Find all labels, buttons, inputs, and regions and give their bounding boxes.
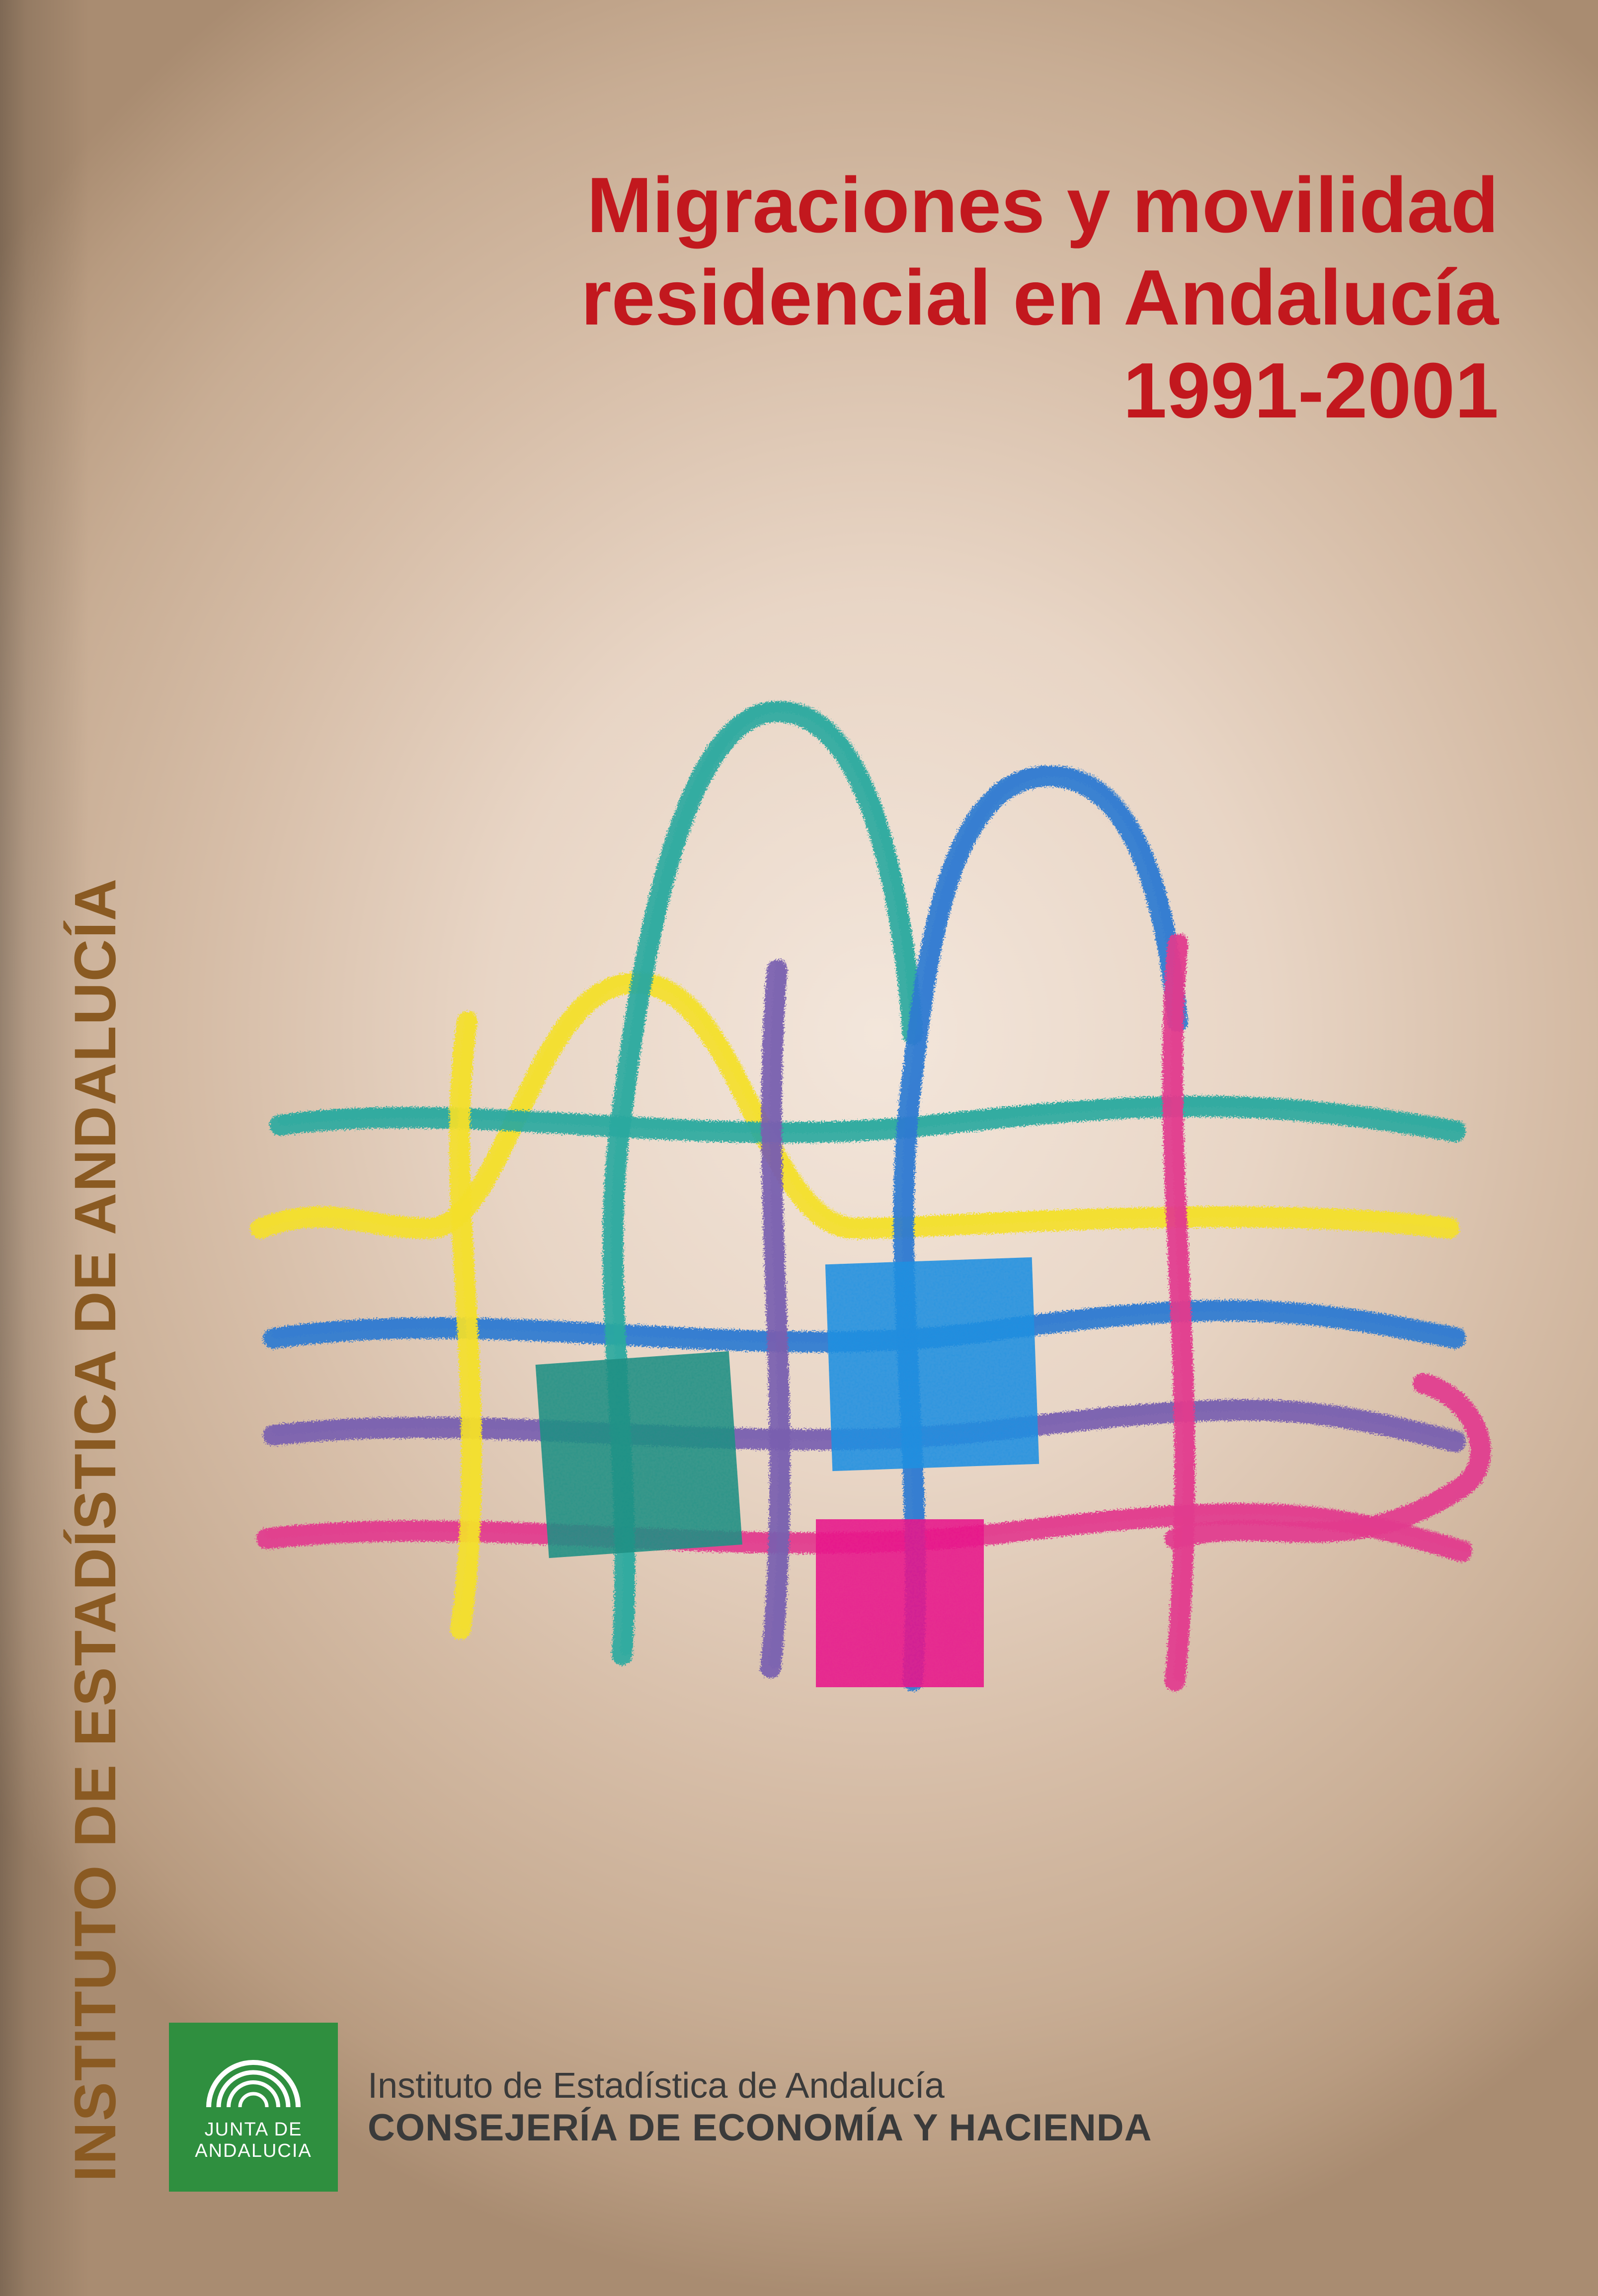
- cover-artwork: [209, 557, 1501, 1849]
- junta-andalucia-logo: JUNTA DE ANDALUCIA: [169, 2023, 338, 2192]
- document-title: Migraciones y movilidad residencial en A…: [581, 159, 1499, 437]
- art-square-0: [536, 1351, 742, 1558]
- art-square-1: [825, 1257, 1039, 1471]
- title-line-1: Migraciones y movilidad: [581, 159, 1499, 251]
- footer: JUNTA DE ANDALUCIA Instituto de Estadíst…: [169, 2023, 1152, 2192]
- institute-vertical-label: INSTITUTO DE ESTADÍSTICA DE ANDALUCÍA: [62, 878, 129, 2182]
- footer-text-block: Instituto de Estadística de Andalucía CO…: [368, 2065, 1152, 2149]
- art-square-2: [816, 1519, 984, 1687]
- title-line-3: 1991-2001: [581, 344, 1499, 437]
- footer-org-line-1: Instituto de Estadística de Andalucía: [368, 2065, 1152, 2106]
- logo-arc-icon: [201, 2052, 306, 2112]
- footer-org-line-2: CONSEJERÍA DE ECONOMÍA Y HACIENDA: [368, 2106, 1152, 2149]
- logo-text: JUNTA DE ANDALUCIA: [169, 2119, 338, 2162]
- title-line-2: residencial en Andalucía: [581, 251, 1499, 344]
